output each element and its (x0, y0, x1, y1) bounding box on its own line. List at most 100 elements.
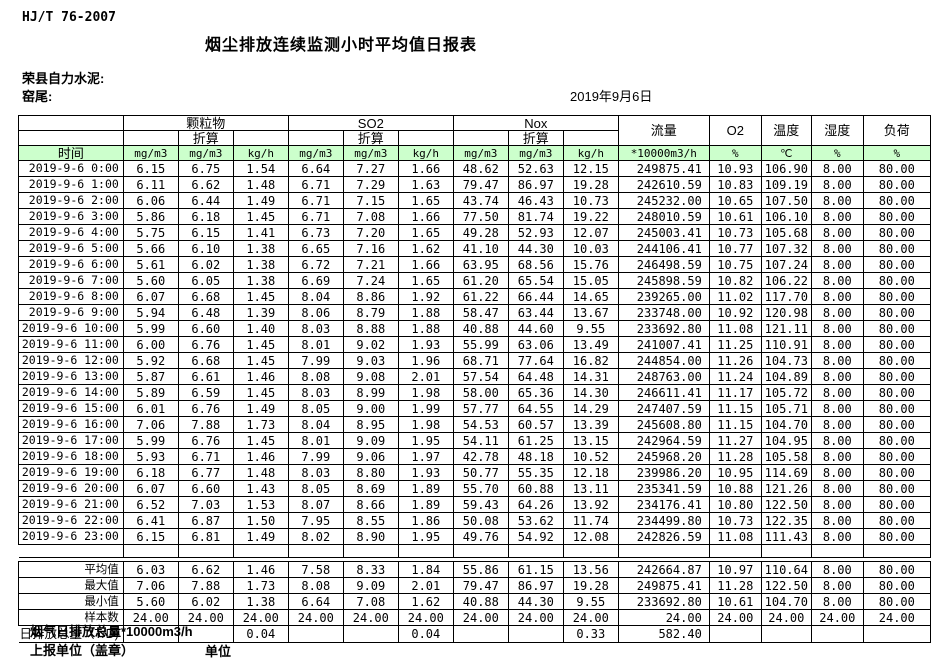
summary-value-cell: 7.08 (342, 593, 399, 610)
time-cell: 2019-9-6 1:00 (18, 176, 124, 193)
value-cell: 80.00 (862, 400, 931, 417)
empty-cell (397, 544, 454, 558)
value-cell: 8.00 (810, 352, 864, 369)
col-header-time: 时间 (18, 145, 124, 161)
value-cell: 7.03 (177, 496, 234, 513)
value-cell: 1.39 (232, 304, 289, 321)
value-cell: 8.03 (287, 464, 344, 481)
value-cell: 15.05 (562, 272, 619, 289)
value-cell: 12.08 (562, 528, 619, 545)
daily-total-value-cell (760, 625, 812, 643)
value-cell: 8.00 (810, 432, 864, 449)
col-group-so2: SO2 (287, 115, 454, 131)
value-cell: 80.00 (862, 432, 931, 449)
value-cell: 55.35 (507, 464, 564, 481)
station-name: 窑尾: (22, 89, 53, 104)
value-cell: 105.58 (760, 448, 812, 465)
separator-cell (18, 557, 931, 562)
value-cell: 121.26 (760, 480, 812, 497)
value-cell: 65.54 (507, 272, 564, 289)
value-cell: 1.45 (232, 384, 289, 401)
value-cell: 233748.00 (617, 304, 710, 321)
summary-value-cell: 24.00 (342, 609, 399, 626)
value-cell: 7.20 (342, 224, 399, 241)
hourly-row: 2019-9-6 2:00 6.06 6.44 1.49 6.71 7.15 1.65 43.… (18, 192, 931, 209)
value-cell: 14.65 (562, 288, 619, 305)
value-cell: 8.00 (810, 288, 864, 305)
value-cell: 246498.59 (617, 256, 710, 273)
value-cell: 80.00 (862, 336, 931, 353)
value-cell: 6.64 (287, 160, 344, 177)
hourly-row: 2019-9-6 19:00 6.18 6.77 1.48 8.03 8.80 1.93 50… (18, 464, 931, 481)
value-cell: 8.95 (342, 416, 399, 433)
summary-value-cell: 8.00 (810, 593, 864, 610)
value-cell: 8.08 (287, 368, 344, 385)
value-cell: 9.09 (342, 432, 399, 449)
value-cell: 44.30 (507, 240, 564, 257)
value-cell: 42.78 (452, 448, 509, 465)
value-cell: 107.24 (760, 256, 812, 273)
value-cell: 107.32 (760, 240, 812, 257)
value-cell: 8.00 (810, 480, 864, 497)
unit-so2-kgh: kg/h (397, 145, 454, 161)
col-group-nox: Nox (452, 115, 619, 131)
value-cell: 248010.59 (617, 208, 710, 225)
hourly-row: 2019-9-6 16:00 7.06 7.88 1.73 8.04 8.95 1.98 54… (18, 416, 931, 433)
value-cell: 7.15 (342, 192, 399, 209)
summary-value-cell: 122.50 (760, 577, 812, 594)
value-cell: 58.47 (452, 304, 509, 321)
daily-total-value-cell (810, 625, 864, 643)
summary-value-cell: 80.00 (862, 577, 931, 594)
summary-row: 最小值 5.60 6.02 1.38 6.64 7.08 1.62 40.88 44.30 9.5… (18, 593, 931, 610)
value-cell: 1.49 (232, 192, 289, 209)
value-cell: 107.50 (760, 192, 812, 209)
summary-label-cell: 最小值 (18, 593, 124, 610)
value-cell: 11.08 (708, 320, 762, 337)
empty-cell (452, 544, 509, 558)
value-cell: 1.66 (397, 208, 454, 225)
unit-nox-kgh: kg/h (562, 145, 619, 161)
value-cell: 8.05 (287, 400, 344, 417)
value-cell: 6.69 (287, 272, 344, 289)
summary-value-cell: 24.00 (287, 609, 344, 626)
value-cell: 16.82 (562, 352, 619, 369)
summary-value-cell: 104.70 (760, 593, 812, 610)
value-cell: 109.19 (760, 176, 812, 193)
summary-value-cell: 249875.41 (617, 577, 710, 594)
time-cell: 2019-9-6 15:00 (18, 400, 124, 417)
value-cell: 19.28 (562, 176, 619, 193)
value-cell: 10.73 (562, 192, 619, 209)
value-cell: 12.07 (562, 224, 619, 241)
value-cell: 1.43 (232, 480, 289, 497)
value-cell: 1.38 (232, 240, 289, 257)
value-cell: 80.00 (862, 352, 931, 369)
value-cell: 63.44 (507, 304, 564, 321)
hourly-row: 2019-9-6 18:00 5.93 6.71 1.46 7.99 9.06 1.97 42… (18, 448, 931, 465)
value-cell: 106.22 (760, 272, 812, 289)
value-cell: 235341.59 (617, 480, 710, 497)
value-cell: 6.07 (122, 288, 179, 305)
value-cell: 1.49 (232, 528, 289, 545)
value-cell: 55.70 (452, 480, 509, 497)
value-cell: 6.65 (287, 240, 344, 257)
value-cell: 14.31 (562, 368, 619, 385)
summary-value-cell: 2.01 (397, 577, 454, 594)
time-cell: 2019-9-6 11:00 (18, 336, 124, 353)
value-cell: 6.73 (287, 224, 344, 241)
value-cell: 8.90 (342, 528, 399, 545)
unit-load: % (862, 145, 931, 161)
value-cell: 49.28 (452, 224, 509, 241)
time-cell: 2019-9-6 14:00 (18, 384, 124, 401)
empty-header-cell (287, 130, 344, 146)
daily-total-value-cell (287, 625, 344, 643)
value-cell: 104.89 (760, 368, 812, 385)
value-cell: 111.43 (760, 528, 812, 545)
value-cell: 7.08 (342, 208, 399, 225)
value-cell: 1.38 (232, 256, 289, 273)
value-cell: 80.00 (862, 368, 931, 385)
value-cell: 9.08 (342, 368, 399, 385)
value-cell: 1.40 (232, 320, 289, 337)
header-converted-row: 折算 折算 折算 (18, 130, 931, 146)
value-cell: 8.02 (287, 528, 344, 545)
